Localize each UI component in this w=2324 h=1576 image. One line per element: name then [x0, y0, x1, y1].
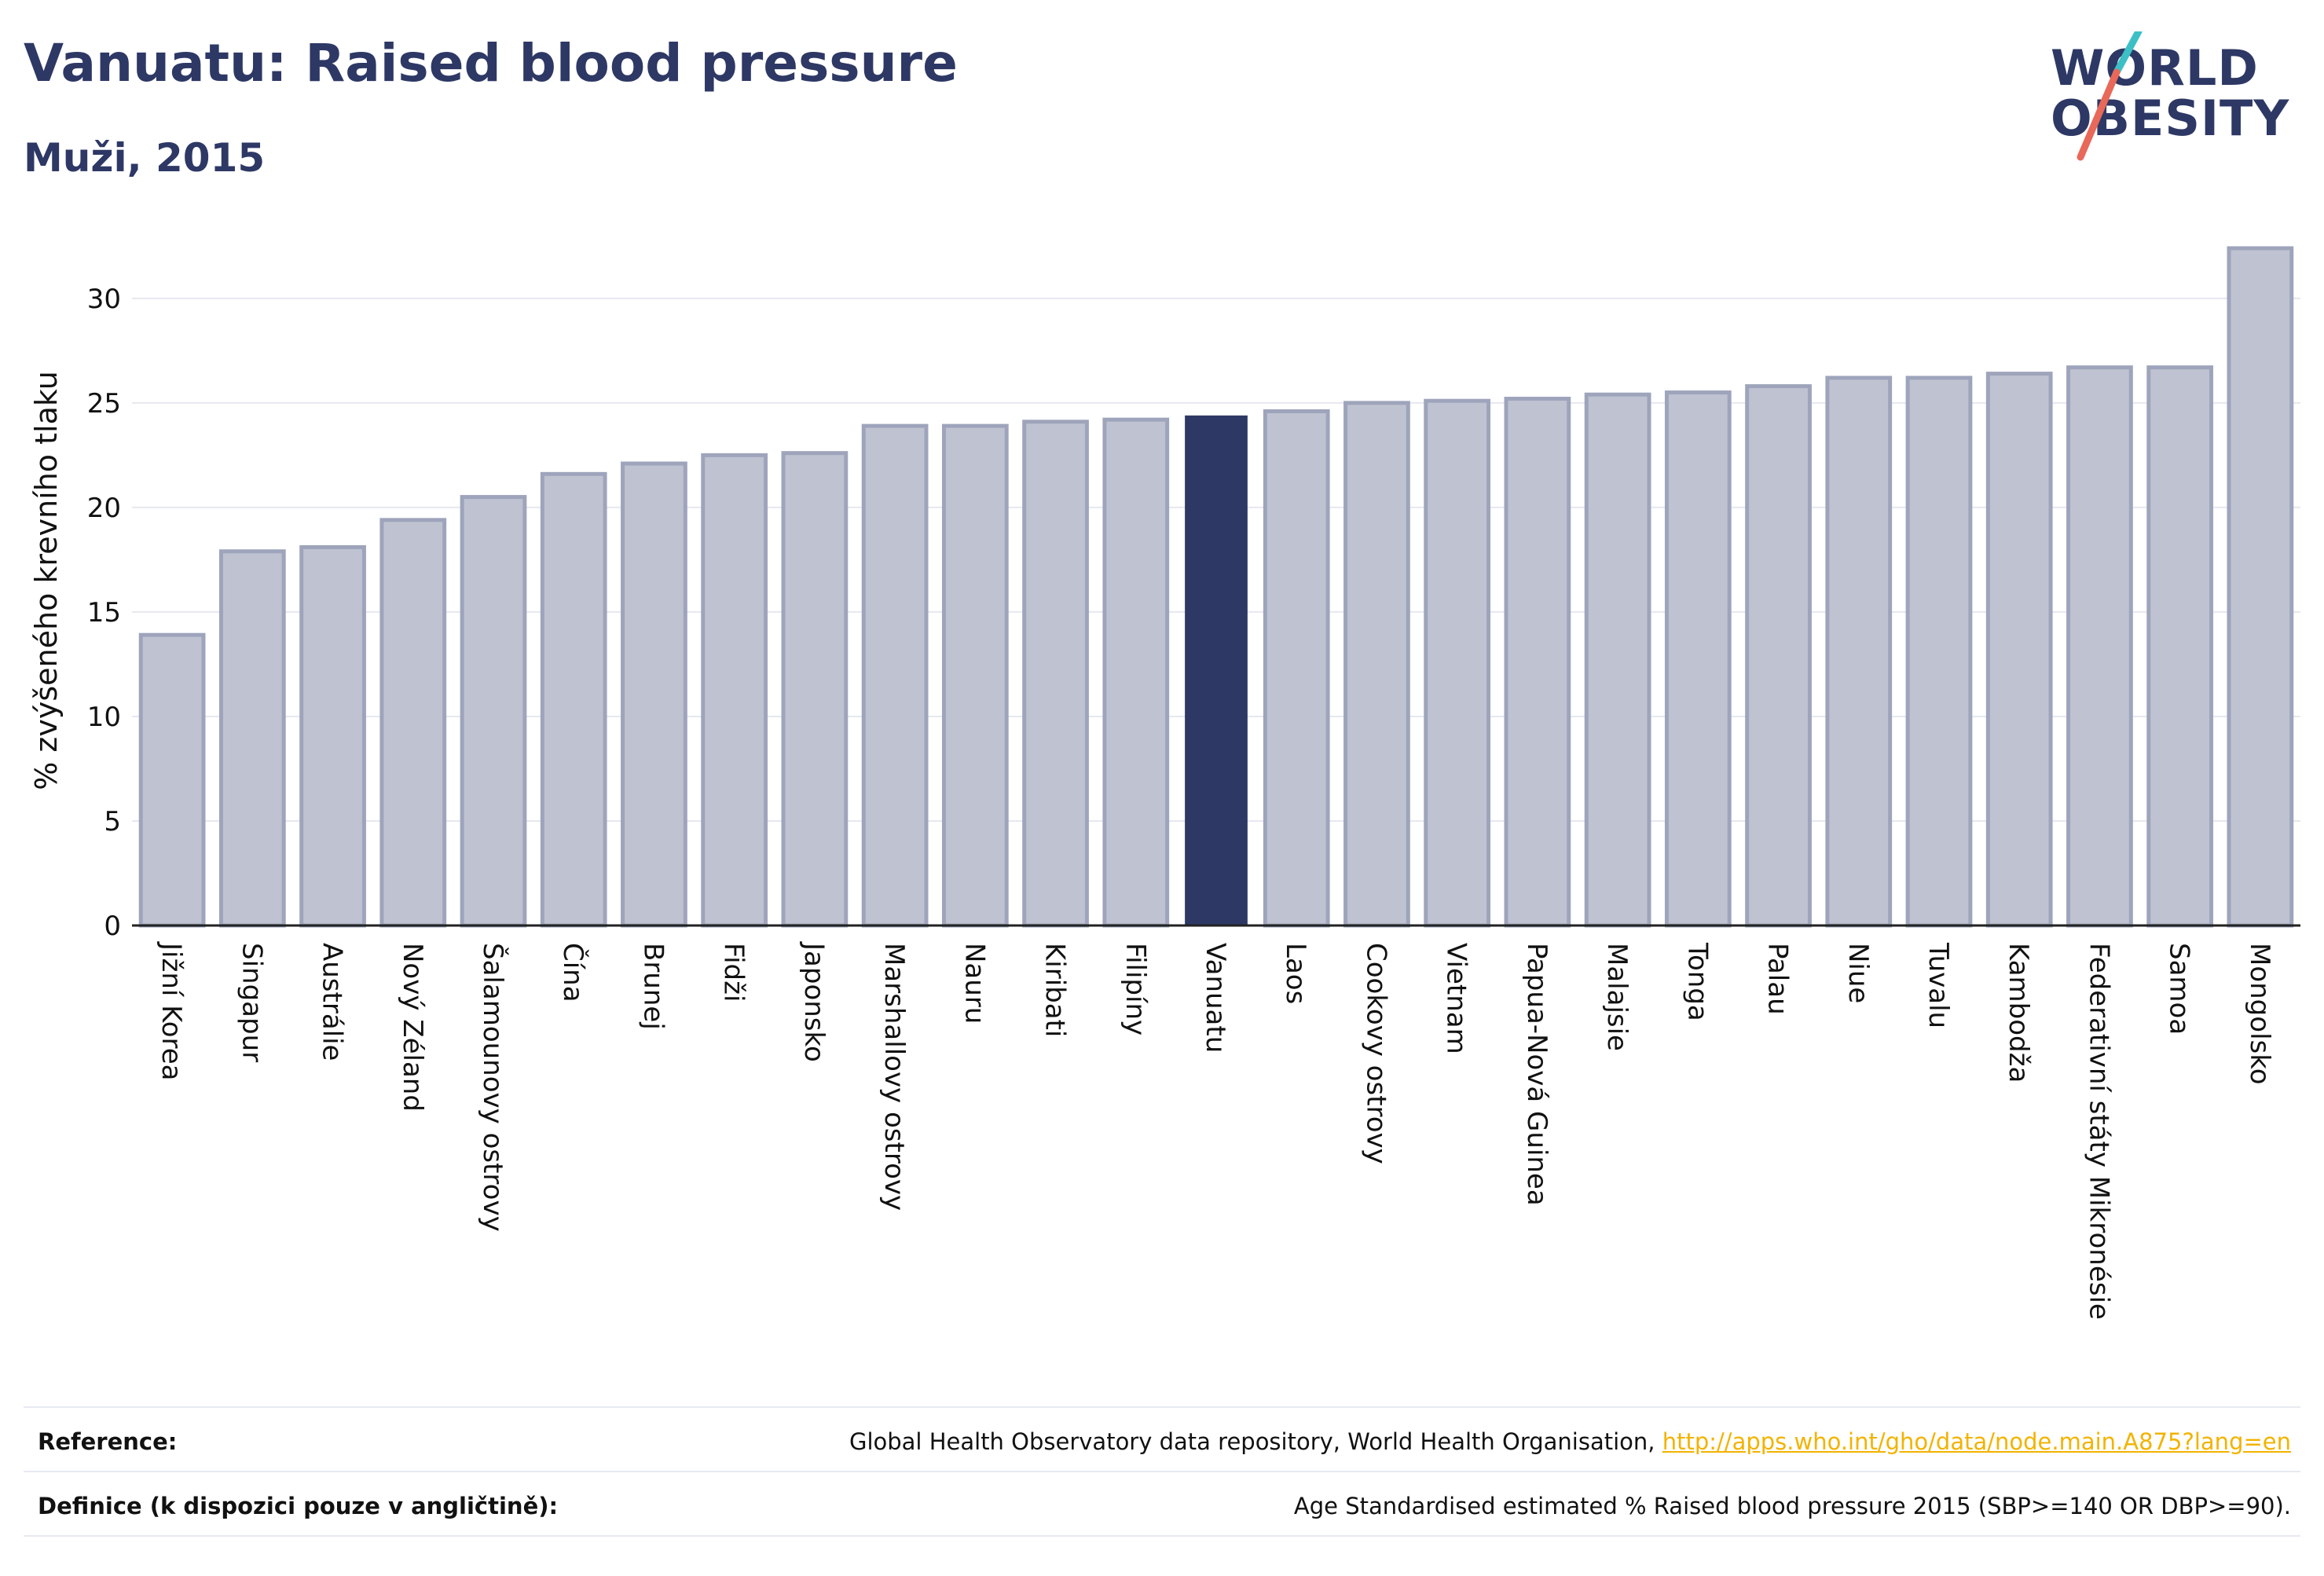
definition-row: Definice (k dispozici pouze v angličtině… — [24, 1483, 2300, 1530]
bar — [540, 471, 607, 928]
bar — [1185, 415, 1248, 925]
bar — [218, 549, 286, 928]
reference-label: Reference: — [38, 1428, 178, 1455]
bar — [138, 632, 206, 928]
y-tick-label: 25 — [87, 388, 121, 420]
bar — [2066, 365, 2133, 928]
x-tick-label: Tonga — [1681, 942, 1713, 1021]
bar — [299, 544, 366, 928]
bar — [2227, 246, 2294, 928]
y-tick-label: 10 — [87, 702, 121, 733]
x-tick-label: Laos — [1280, 943, 1311, 1004]
bar — [460, 495, 527, 928]
y-tick-label: 0 — [104, 911, 121, 942]
bar — [1022, 420, 1089, 928]
x-tick-label: Vanuatu — [1200, 943, 1231, 1053]
x-tick-label: Čína — [557, 943, 589, 1002]
x-tick-label: Šalamounovy ostrovy — [477, 943, 509, 1232]
x-tick-label: Brunej — [637, 943, 669, 1030]
bar — [621, 461, 687, 928]
bar — [1905, 376, 1973, 928]
x-tick-label: Tuvalu — [1923, 942, 1954, 1028]
bar — [1825, 376, 1893, 928]
y-tick-label: 15 — [87, 597, 121, 629]
reference-link[interactable]: http://apps.who.int/gho/data/node.main.A… — [1662, 1428, 2291, 1455]
x-tick-label: Federativní státy Mikronésie — [2083, 943, 2114, 1320]
x-tick-label: Japonsko — [798, 941, 830, 1062]
definition-label: Definice (k dispozici pouze v angličtině… — [38, 1493, 559, 1519]
chart-subtitle: Muži, 2015 — [24, 135, 266, 181]
bar — [379, 518, 447, 928]
world-obesity-logo[interactable]: WORLD OBESITY — [2051, 31, 2302, 165]
bar — [1745, 384, 1812, 928]
x-tick-label: Samoa — [2164, 943, 2195, 1035]
bar — [781, 451, 849, 928]
footer-divider — [24, 1535, 2300, 1537]
x-tick-label: Fidži — [718, 943, 750, 1002]
reference-value: Global Health Observatory data repositor… — [849, 1428, 2291, 1455]
bar-chart: 0 5 10 15 20 25 30 % zvýšeného krevního tlaku Ji… — [29, 246, 2300, 1320]
x-tick-label: Nauru — [959, 943, 990, 1024]
chart-title: Vanuatu: Raised blood pressure — [24, 33, 958, 93]
definition-value: Age Standardised estimated % Raised bloo… — [1293, 1493, 2291, 1519]
logo-slash-icon — [2077, 31, 2143, 161]
x-tick-label: Cookovy ostrovy — [1360, 943, 1391, 1164]
bar — [1343, 401, 1410, 928]
y-tick-label: 5 — [104, 806, 121, 837]
reference-text: Global Health Observatory data repositor… — [849, 1428, 1662, 1455]
x-tick-label: Mongolsko — [2244, 943, 2275, 1085]
x-tick-label: Niue — [1842, 943, 1874, 1003]
bar — [1584, 392, 1651, 928]
bar — [941, 423, 1009, 928]
y-tick-label: 30 — [87, 284, 121, 315]
x-tick-label: Nový Zéland — [397, 943, 428, 1112]
bar — [2146, 365, 2214, 928]
x-tick-label: Vietnam — [1441, 943, 1472, 1054]
x-tick-label: Jižní Korea — [156, 941, 187, 1081]
bar — [1664, 390, 1732, 928]
x-tick-label: Austrálie — [317, 943, 348, 1061]
y-axis-title: % zvýšeného krevního tlaku — [29, 371, 64, 790]
x-tick-label: Malajsie — [1601, 943, 1633, 1051]
bar — [1102, 417, 1170, 928]
x-tick-label: Papua-Nová Guinea — [1521, 943, 1552, 1206]
x-tick-label: Marshallovy ostrovy — [878, 943, 910, 1211]
y-tick-label: 20 — [87, 493, 121, 524]
logo-text-world: WORLD — [2051, 39, 2259, 97]
x-tick-label: Singapur — [236, 943, 267, 1062]
x-tick-label: Kiribati — [1039, 943, 1071, 1037]
bar — [701, 453, 768, 928]
reference-row: Reference: Global Health Observatory dat… — [24, 1419, 2300, 1466]
footer-divider — [24, 1406, 2300, 1408]
bar — [861, 423, 929, 928]
bar — [1985, 372, 2053, 928]
bar — [1263, 409, 1330, 928]
x-tick-label: Kambodža — [2003, 943, 2034, 1083]
bar — [1424, 398, 1491, 928]
x-tick-label: Palau — [1762, 943, 1794, 1015]
footer-divider — [24, 1471, 2300, 1472]
bar — [1504, 397, 1571, 928]
x-tick-label: Filipíny — [1120, 943, 1151, 1035]
